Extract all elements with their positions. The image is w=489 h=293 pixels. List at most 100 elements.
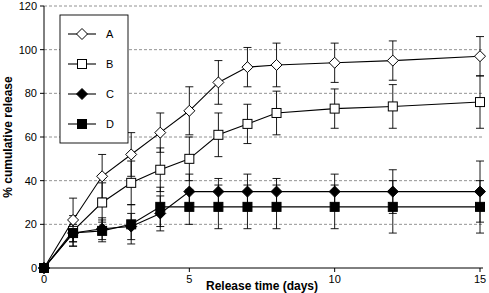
point [68,214,79,225]
error-cap [214,178,222,179]
grid-line [44,224,483,225]
y-tick [40,49,44,50]
error-bar [214,113,222,157]
error-cap [273,91,281,92]
legend-box [60,15,128,143]
error-cap [389,80,397,81]
point [475,186,486,197]
point [69,229,78,238]
point [214,202,223,211]
point [243,202,252,211]
legend-label: C [106,88,114,100]
point [387,55,398,66]
error-cap [185,86,193,87]
point [97,171,108,182]
error-cap [69,246,77,247]
y-tick [40,180,44,181]
point [126,149,137,160]
point [127,178,136,187]
error-bar [127,205,135,244]
error-cap [185,174,193,175]
error-cap [389,128,397,129]
error-cap [127,204,135,205]
error-cap [156,112,164,113]
error-cap [273,134,281,135]
point [243,119,252,128]
point [388,202,397,211]
error-cap [476,128,484,129]
point [329,186,340,197]
x-tick-label: 10 [329,273,341,285]
error-cap [156,226,164,227]
y-tick-label: 20 [25,218,37,230]
x-tick [334,268,335,272]
x-axis-label: Release time (days) [206,279,318,293]
point [185,154,194,163]
error-cap [98,219,106,220]
y-tick-label: 0 [31,262,37,274]
point [476,202,485,211]
point [185,202,194,211]
y-tick [40,224,44,225]
point [272,202,281,211]
y-tick-label: 80 [25,87,37,99]
point [127,220,136,229]
grid-line [44,6,483,7]
legend-label: B [106,58,113,70]
error-cap [389,169,397,170]
y-tick [40,137,44,138]
error-cap [185,137,193,138]
x-tick [480,268,481,272]
y-tick [40,6,44,7]
point [330,202,339,211]
legend-label: D [106,118,114,130]
error-cap [389,40,397,41]
point [388,102,397,111]
legend-marker [78,60,87,69]
point [39,263,50,274]
error-bar [185,137,193,181]
error-cap [331,88,339,89]
error-cap [389,180,397,181]
x-axis [44,268,483,269]
point [387,186,398,197]
series-line [44,192,480,268]
error-bar [156,148,164,192]
error-cap [243,86,251,87]
error-cap [185,224,193,225]
series-line [44,207,480,268]
error-bar [476,76,484,128]
error-bar [98,183,106,222]
error-bar [389,85,397,129]
error-cap [331,43,339,44]
legend-marker [77,29,88,40]
error-bar [273,91,281,135]
error-bar [331,89,339,128]
error-cap [273,43,281,44]
error-cap [127,243,135,244]
error-cap [156,147,164,148]
error-cap [331,228,339,229]
grid-line [44,180,483,181]
point [213,77,224,88]
point [98,226,107,235]
error-cap [273,86,281,87]
y-tick [40,93,44,94]
point [155,127,166,138]
error-cap [243,104,251,105]
error-cap [98,217,106,218]
point [242,62,253,73]
error-cap [127,204,135,205]
legend-label: A [106,28,114,40]
error-cap [243,174,251,175]
point [184,105,195,116]
y-tick-label: 120 [19,0,37,12]
error-cap [243,143,251,144]
point [184,186,195,197]
chart: 020406080100120051015Release time (days)… [0,0,489,293]
error-cap [185,134,193,135]
error-cap [476,75,484,76]
point [213,186,224,197]
point [271,59,282,70]
point [214,130,223,139]
